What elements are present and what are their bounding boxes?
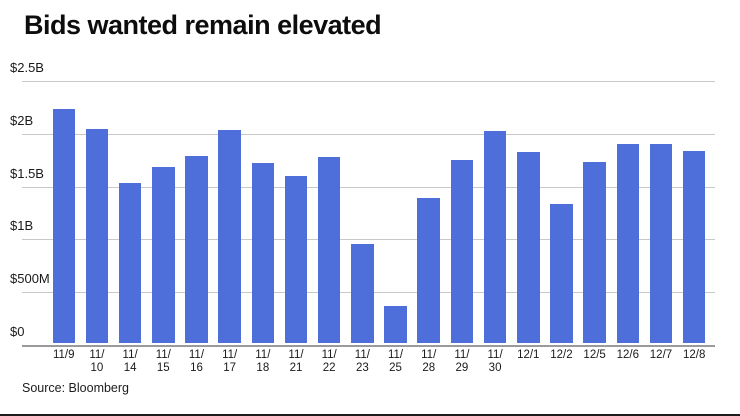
- x-axis-label: 11/ 15: [155, 349, 171, 374]
- chart-bar-12-7: [649, 144, 673, 343]
- x-axis-label: 12/6: [616, 349, 639, 361]
- source-attribution: Source: Bloomberg: [22, 381, 130, 395]
- x-axis-label: 11/ 30: [487, 349, 503, 374]
- chart-bar-12-1: [517, 151, 540, 343]
- x-axis-label: 12/2: [550, 349, 573, 361]
- y-axis-label: $500M: [10, 271, 50, 287]
- chart-bar-11-28: [417, 198, 440, 343]
- chart-bar-12-2: [550, 203, 573, 343]
- chart-bar-11-15: [152, 166, 175, 343]
- gridline: [22, 186, 715, 188]
- x-axis-label: 11/ 17: [222, 349, 238, 374]
- chart-bar-11-21: [284, 176, 308, 343]
- gridline: [22, 81, 715, 82]
- y-axis-label: $0: [10, 324, 25, 339]
- chart-bar-11-23: [351, 243, 374, 343]
- chart-bar-11-10: [85, 128, 109, 343]
- x-axis-label: 11/9: [52, 349, 75, 361]
- chart-bar-11-9: [52, 108, 75, 343]
- y-axis-label: $2B: [10, 112, 34, 128]
- chart-bar-11-17: [218, 129, 241, 343]
- chart-bar-11-29: [450, 160, 474, 343]
- x-axis-label: 11/ 22: [321, 349, 337, 374]
- gridline: [22, 239, 715, 241]
- chart-bar-11-30: [483, 130, 507, 343]
- x-axis-label: 12/7: [649, 349, 673, 361]
- chart-bar-11-14: [118, 182, 142, 343]
- chart-title: Bids wanted remain elevated: [24, 10, 382, 40]
- x-axis-label: 11/ 18: [255, 349, 271, 374]
- x-axis-label: 11/ 14: [122, 349, 138, 374]
- chart-bar-12-6: [616, 144, 640, 343]
- x-axis-label: 11/ 25: [387, 349, 404, 374]
- chart-bar-12-8: [682, 150, 706, 343]
- x-axis-label: 11/ 10: [89, 349, 105, 374]
- chart-bar-11-22: [317, 157, 341, 343]
- x-axis-label: 11/ 29: [454, 349, 470, 374]
- chart-bar-11-25: [384, 306, 407, 343]
- x-axis-label: 11/ 23: [354, 349, 370, 374]
- x-axis-label: 11/ 21: [288, 349, 304, 374]
- y-axis-label: $1.5B: [10, 165, 44, 181]
- x-axis-label: 12/5: [583, 349, 606, 361]
- chart-bar-12-5: [583, 162, 606, 343]
- x-axis-label: 12/1: [517, 349, 540, 361]
- x-axis-label: 11/ 28: [421, 349, 437, 374]
- chart-bar-11-18: [251, 163, 275, 343]
- x-axis-label: 11/ 16: [188, 349, 205, 374]
- x-axis-line: [22, 345, 715, 347]
- y-axis-label: $1B: [10, 218, 34, 234]
- gridline: [22, 133, 715, 135]
- plot-area: [22, 81, 715, 347]
- x-axis-label: 12/8: [682, 349, 706, 361]
- y-axis-label: $2.5B: [10, 60, 44, 75]
- chart-bar-11-16: [185, 156, 208, 343]
